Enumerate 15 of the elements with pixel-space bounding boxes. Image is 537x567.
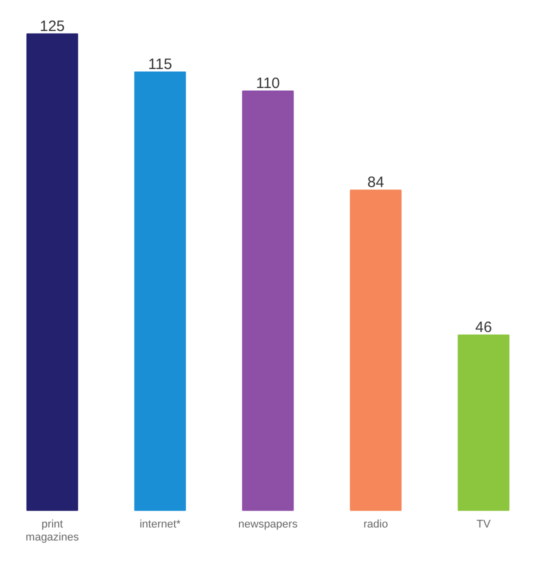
data-label: 46 xyxy=(475,318,492,336)
x-tick-label: print magazines xyxy=(26,518,80,544)
x-tick-label: TV xyxy=(476,518,492,530)
data-label: 125 xyxy=(40,18,65,35)
x-tick-label: internet* xyxy=(140,518,182,530)
bar xyxy=(26,33,78,511)
bar xyxy=(134,71,186,511)
x-tick-label: radio xyxy=(364,518,388,530)
data-label: 110 xyxy=(256,75,280,92)
data-label: 115 xyxy=(148,56,172,73)
bar xyxy=(350,190,402,511)
bar xyxy=(458,334,510,511)
bar xyxy=(242,90,294,511)
data-label: 84 xyxy=(367,174,384,192)
x-tick-label: newspapers xyxy=(238,518,298,530)
